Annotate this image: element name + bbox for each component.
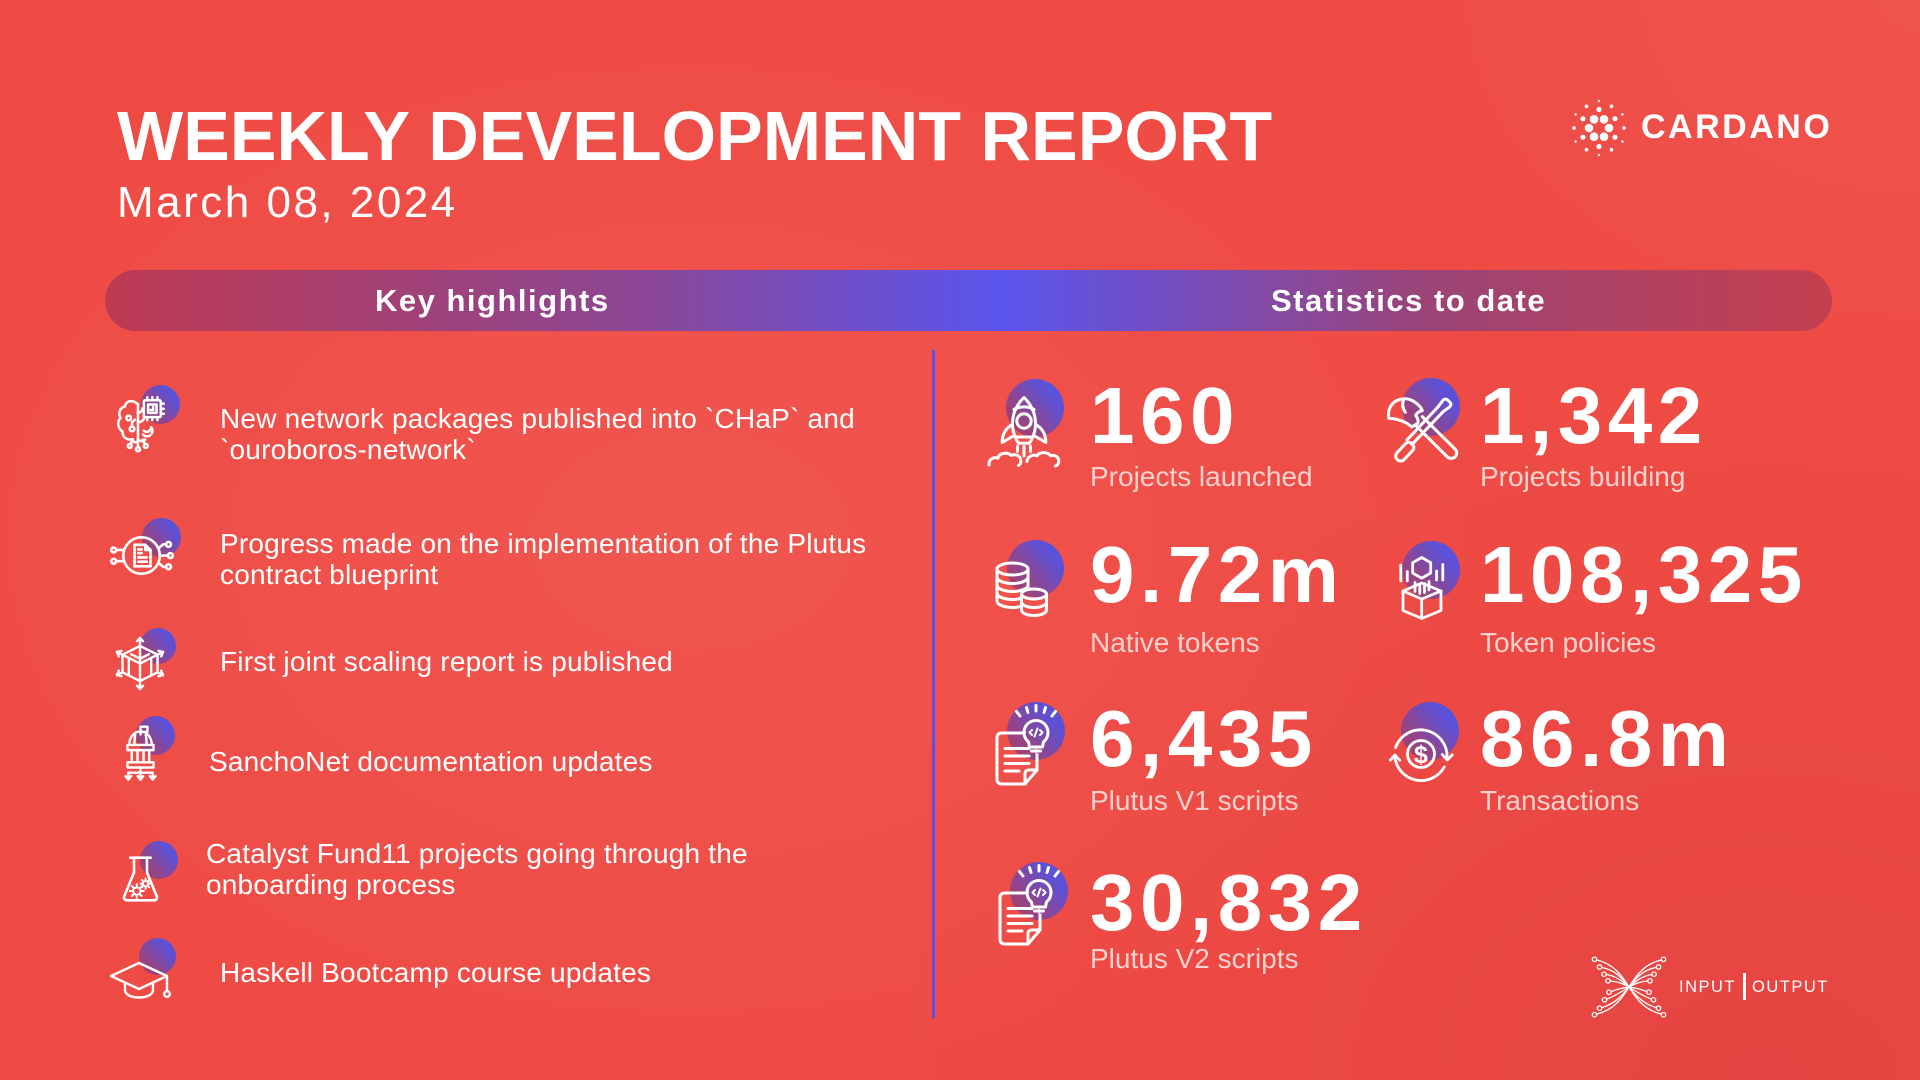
svg-text:$: $ <box>1414 741 1428 769</box>
